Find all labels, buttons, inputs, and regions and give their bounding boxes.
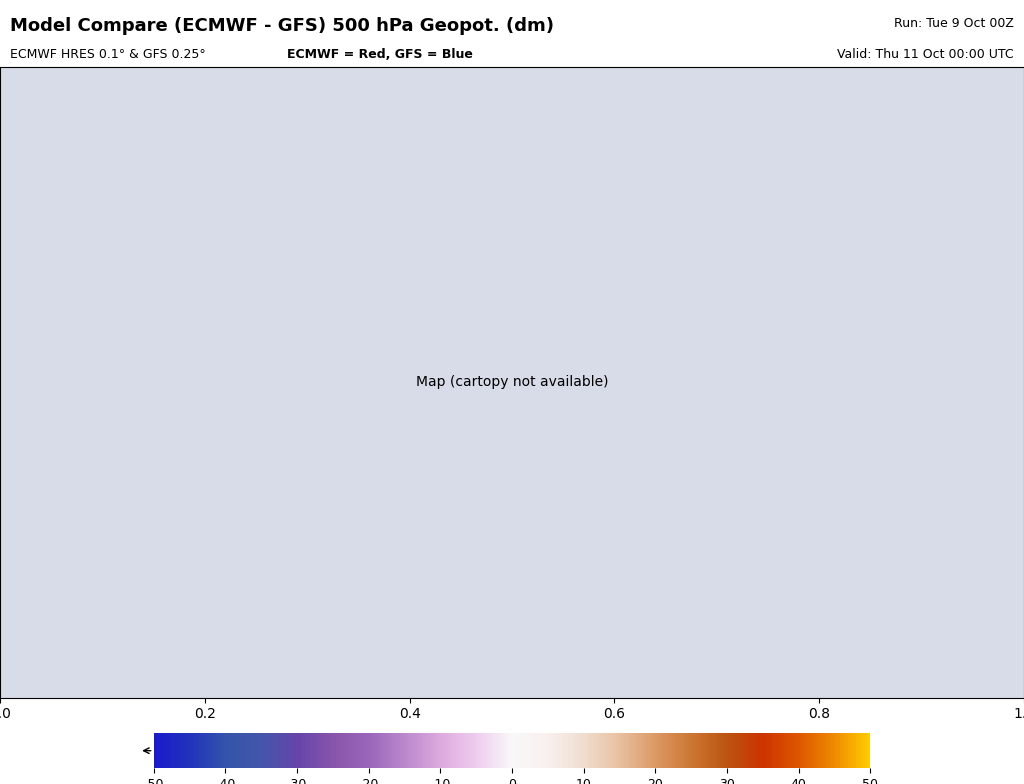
Text: Run: Tue 9 Oct 00Z: Run: Tue 9 Oct 00Z xyxy=(894,16,1014,30)
Text: ECMWF = Red, GFS = Blue: ECMWF = Red, GFS = Blue xyxy=(287,48,473,61)
Text: ECMWF HRES 0.1° & GFS 0.25°: ECMWF HRES 0.1° & GFS 0.25° xyxy=(10,48,206,61)
Text: Map (cartopy not available): Map (cartopy not available) xyxy=(416,376,608,389)
Text: Model Compare (ECMWF - GFS) 500 hPa Geopot. (dm): Model Compare (ECMWF - GFS) 500 hPa Geop… xyxy=(10,16,554,34)
Text: Valid: Thu 11 Oct 00:00 UTC: Valid: Thu 11 Oct 00:00 UTC xyxy=(838,48,1014,61)
